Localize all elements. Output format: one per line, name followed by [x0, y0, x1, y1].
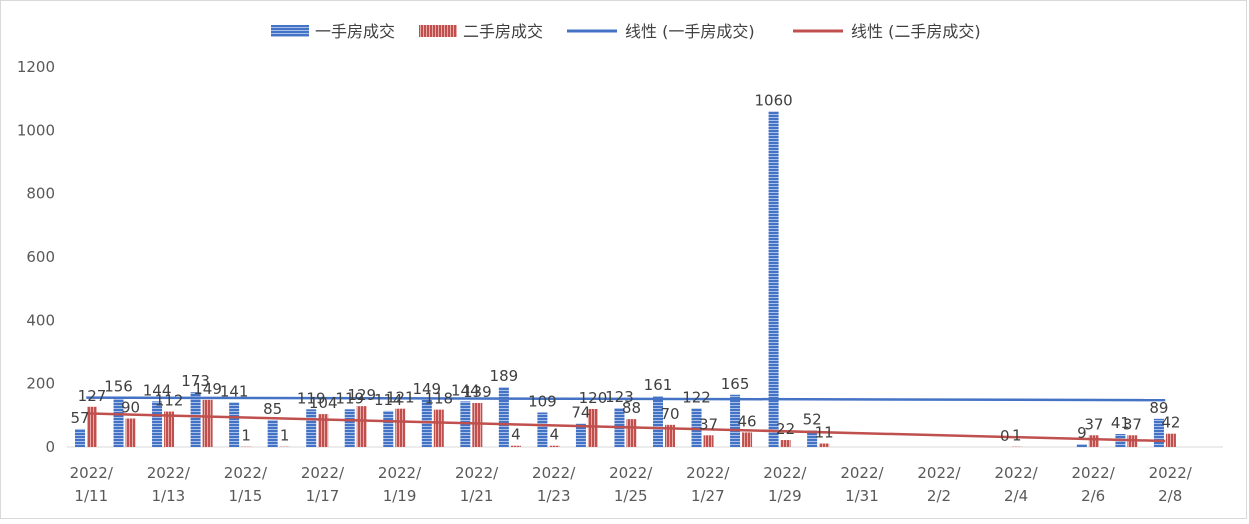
bar — [781, 440, 791, 447]
bar — [537, 412, 547, 447]
x-axis: 2022/1/11 2022/1/13 2022/1/15 2022/1/17 2022… — [67, 447, 1223, 505]
data-label: 118 — [424, 390, 453, 408]
data-label: 109 — [528, 392, 557, 410]
bar — [434, 410, 444, 447]
data-label: 104 — [309, 394, 338, 412]
x-tick-label: 2022/1/23 — [532, 464, 576, 505]
data-label: 1 — [280, 427, 290, 445]
y-axis: 0 200 400 600 800 1000 1200 — [17, 58, 55, 456]
data-label: 149 — [193, 380, 222, 398]
legend-swatch — [271, 25, 309, 37]
bar — [1077, 444, 1087, 447]
bar — [769, 111, 779, 447]
x-tick-label: 2022/1/31 — [840, 464, 884, 505]
bar — [742, 432, 752, 447]
bar — [819, 444, 829, 447]
bar — [1166, 434, 1176, 447]
data-label: 189 — [490, 367, 519, 385]
data-label: 88 — [622, 399, 641, 417]
x-tick-label: 2022/2/4 — [994, 464, 1038, 505]
legend-label: 一手房成交 — [315, 22, 395, 41]
data-label: 112 — [155, 392, 184, 410]
bar — [1089, 435, 1099, 447]
bar — [126, 419, 136, 448]
bar — [345, 409, 355, 447]
legend-label: 线性 (一手房成交) — [625, 22, 755, 41]
x-tick-label: 2022/1/15 — [224, 464, 268, 505]
data-label: 46 — [738, 412, 757, 430]
bar — [395, 409, 405, 447]
y-tick-label: 200 — [26, 375, 55, 393]
bar — [511, 446, 521, 447]
x-tick-label: 2022/2/8 — [1149, 464, 1193, 505]
data-label: 22 — [776, 420, 795, 438]
x-tick-label: 2022/1/25 — [609, 464, 653, 505]
y-tick-label: 1200 — [17, 58, 55, 76]
bar — [626, 419, 636, 447]
y-tick-label: 1000 — [17, 121, 55, 139]
bar — [306, 409, 316, 447]
y-tick-label: 600 — [26, 248, 55, 266]
data-label: 90 — [121, 399, 140, 417]
data-label: 11 — [815, 424, 834, 442]
legend-label: 二手房成交 — [463, 22, 543, 41]
data-label: 4 — [550, 426, 560, 444]
data-label: 165 — [721, 375, 750, 393]
data-label: 122 — [682, 388, 711, 406]
legend-label: 线性 (二手房成交) — [851, 22, 981, 41]
data-label: 57 — [70, 409, 89, 427]
bar — [191, 392, 201, 447]
bar — [499, 387, 509, 447]
data-label: 121 — [386, 389, 415, 407]
y-tick-label: 0 — [45, 438, 55, 456]
data-label: 127 — [78, 387, 107, 405]
legend-swatch — [419, 25, 457, 37]
bar — [75, 429, 85, 447]
x-tick-label: 2022/1/11 — [70, 464, 114, 505]
data-label: 1060 — [755, 91, 793, 109]
x-tick-label: 2022/2/2 — [917, 464, 961, 505]
data-label: 139 — [463, 383, 492, 401]
data-label: 156 — [104, 378, 133, 396]
data-label: 70 — [660, 405, 679, 423]
data-label: 85 — [263, 400, 282, 418]
x-tick-label: 2022/1/27 — [686, 464, 730, 505]
data-label: 161 — [644, 376, 673, 394]
bar — [704, 435, 714, 447]
data-label: 4 — [511, 426, 521, 444]
x-tick-label: 2022/1/13 — [147, 464, 191, 505]
bar — [472, 403, 482, 447]
data-label: 129 — [347, 386, 376, 404]
bar — [549, 446, 559, 447]
bar — [268, 420, 278, 447]
data-label: 141 — [220, 382, 249, 400]
data-label: 1 — [241, 427, 251, 445]
legend: 一手房成交 二手房成交 线性 (一手房成交) 线性 (二手房成交) — [271, 22, 981, 41]
x-tick-label: 2022/2/6 — [1072, 464, 1116, 505]
data-label: 120 — [579, 389, 608, 407]
data-label: 1 — [1012, 427, 1022, 445]
data-label: 0 — [1000, 427, 1010, 445]
data-label: 37 — [1084, 415, 1103, 433]
x-tick-label: 2022/1/21 — [455, 464, 499, 505]
y-tick-label: 400 — [26, 311, 55, 329]
x-tick-label: 2022/1/19 — [378, 464, 422, 505]
bar — [357, 406, 367, 447]
data-label: 37 — [1123, 415, 1142, 433]
bar — [229, 402, 239, 447]
bar — [383, 411, 393, 447]
y-tick-label: 800 — [26, 185, 55, 203]
x-tick-label: 2022/1/17 — [301, 464, 345, 505]
data-label: 37 — [699, 415, 718, 433]
x-tick-label: 2022/1/29 — [763, 464, 807, 505]
data-label: 42 — [1161, 414, 1180, 432]
bar — [203, 400, 213, 447]
